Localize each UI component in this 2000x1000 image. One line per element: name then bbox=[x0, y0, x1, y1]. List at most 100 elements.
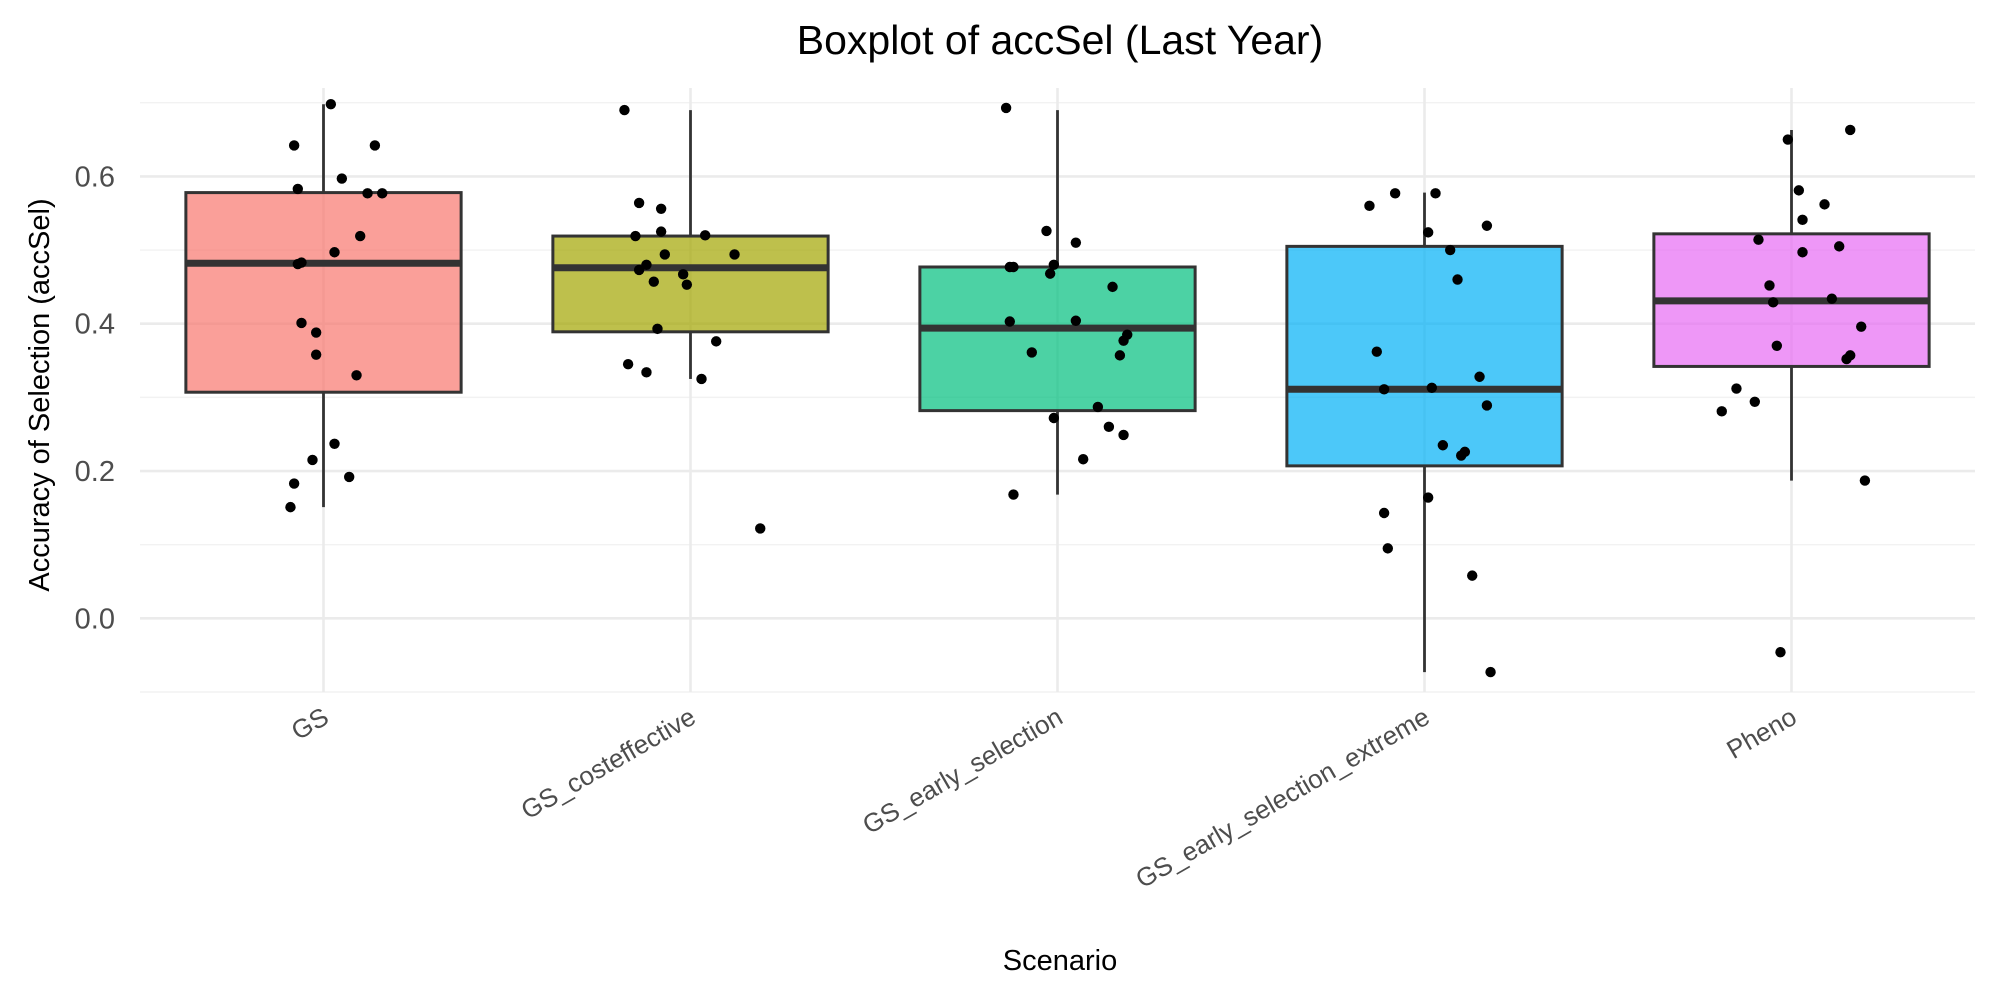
x-tick-label: GS bbox=[286, 701, 334, 746]
data-point bbox=[1771, 340, 1783, 352]
data-point bbox=[1834, 241, 1845, 252]
data-point bbox=[677, 269, 689, 280]
points-Pheno bbox=[1716, 124, 1871, 658]
data-point bbox=[329, 438, 340, 449]
data-point bbox=[1775, 647, 1786, 658]
y-tick-label: 0.2 bbox=[75, 456, 115, 488]
data-point bbox=[369, 140, 381, 151]
x-tick-label: Pheno bbox=[1721, 701, 1801, 765]
data-point bbox=[285, 501, 296, 513]
data-point bbox=[619, 104, 630, 116]
data-point bbox=[1048, 259, 1060, 270]
iqr-box bbox=[184, 191, 463, 394]
data-point bbox=[1481, 220, 1493, 231]
data-point bbox=[699, 230, 711, 241]
data-point bbox=[681, 279, 693, 290]
data-point bbox=[655, 226, 667, 237]
box-GS_costeffective bbox=[551, 110, 830, 379]
data-point bbox=[355, 230, 366, 242]
data-point bbox=[336, 173, 348, 184]
chart-title: Boxplot of accSel (Last Year) bbox=[797, 17, 1323, 63]
data-point bbox=[1389, 188, 1401, 199]
data-point bbox=[1118, 335, 1129, 346]
points-GS_early_selection bbox=[1000, 102, 1133, 500]
data-point bbox=[755, 523, 766, 534]
data-point bbox=[1767, 297, 1779, 308]
data-point bbox=[1819, 199, 1830, 210]
data-point bbox=[633, 264, 645, 276]
data-point bbox=[696, 373, 707, 385]
box-Pheno bbox=[1652, 129, 1931, 481]
data-point bbox=[1452, 274, 1463, 285]
data-point bbox=[659, 249, 671, 260]
data-point bbox=[307, 454, 318, 466]
box-GS_early_selection bbox=[918, 110, 1197, 495]
data-point bbox=[288, 478, 300, 489]
data-point bbox=[1371, 346, 1382, 357]
data-point bbox=[1070, 237, 1082, 248]
data-point bbox=[1797, 214, 1808, 226]
points-GS bbox=[285, 99, 388, 513]
data-point bbox=[362, 188, 373, 199]
data-point bbox=[343, 471, 355, 483]
data-point bbox=[648, 276, 659, 287]
data-point bbox=[652, 323, 663, 335]
data-point bbox=[296, 257, 307, 268]
data-point bbox=[1118, 429, 1129, 441]
data-point bbox=[1107, 281, 1118, 293]
y-tick-label: 0.6 bbox=[75, 161, 115, 193]
data-point bbox=[1437, 440, 1449, 451]
data-point bbox=[1026, 347, 1038, 358]
data-point bbox=[1793, 185, 1805, 196]
data-point bbox=[288, 140, 300, 151]
y-axis-title: Accuracy of Selection (accSel) bbox=[24, 198, 56, 591]
data-point bbox=[1048, 412, 1060, 424]
data-point bbox=[633, 197, 645, 209]
data-point bbox=[1485, 666, 1496, 678]
data-point bbox=[1008, 261, 1019, 273]
data-point bbox=[1474, 371, 1485, 382]
data-point bbox=[1103, 421, 1115, 433]
data-point bbox=[292, 183, 304, 195]
data-point bbox=[1092, 401, 1104, 413]
iqr-box bbox=[1285, 244, 1564, 468]
y-tick-label: 0.0 bbox=[75, 603, 115, 635]
data-point bbox=[1481, 400, 1493, 411]
data-point bbox=[296, 317, 307, 329]
data-point bbox=[622, 359, 634, 370]
data-point bbox=[1000, 102, 1012, 114]
data-point bbox=[1764, 280, 1775, 291]
data-point bbox=[1782, 134, 1794, 145]
data-point bbox=[1444, 244, 1456, 256]
box-GS_early_selection_extreme bbox=[1285, 192, 1564, 673]
data-point bbox=[729, 249, 740, 260]
data-point bbox=[1426, 382, 1438, 393]
x-axis-title: Scenario bbox=[1003, 945, 1117, 977]
data-point bbox=[1797, 247, 1808, 258]
data-point bbox=[1004, 316, 1015, 327]
x-tick-label: GS_early_selection bbox=[857, 701, 1067, 840]
data-point bbox=[655, 203, 667, 214]
points-GS_costeffective bbox=[619, 104, 766, 534]
x-tick-label: GS_costeffective bbox=[516, 701, 701, 825]
data-point bbox=[710, 336, 722, 347]
data-point bbox=[1749, 396, 1761, 407]
data-point bbox=[1378, 507, 1390, 519]
points-GS_early_selection_extreme bbox=[1364, 188, 1496, 678]
x-tick-label: GS_early_selection_extreme bbox=[1130, 701, 1434, 894]
data-point bbox=[641, 367, 652, 378]
data-point bbox=[329, 247, 340, 258]
data-point bbox=[1044, 268, 1056, 279]
data-point bbox=[1008, 489, 1019, 500]
data-point bbox=[1841, 353, 1852, 365]
data-point bbox=[377, 188, 388, 199]
boxes bbox=[184, 104, 1931, 673]
data-point bbox=[1382, 543, 1394, 554]
data-point bbox=[1456, 450, 1467, 461]
data-point bbox=[1716, 406, 1727, 417]
data-point bbox=[1114, 350, 1126, 361]
data-point bbox=[1856, 321, 1867, 332]
data-point bbox=[630, 230, 641, 242]
